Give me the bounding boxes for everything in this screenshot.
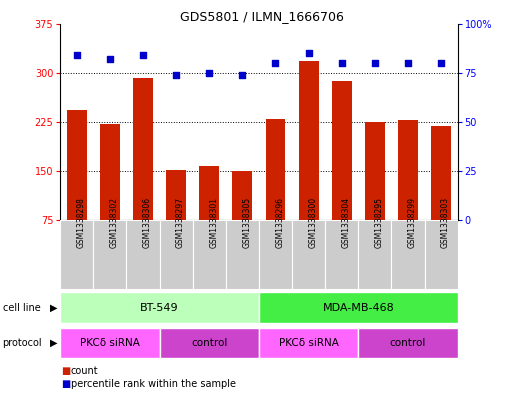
Text: ▶: ▶	[50, 338, 58, 348]
Bar	[100, 124, 120, 220]
Text: ■: ■	[61, 366, 70, 376]
Bar	[160, 327, 259, 358]
Text: GSM1338302: GSM1338302	[110, 196, 119, 248]
Point	[371, 60, 379, 66]
Bar	[60, 220, 93, 289]
Text: percentile rank within the sample: percentile rank within the sample	[71, 379, 235, 389]
Point	[172, 72, 180, 78]
Point	[437, 60, 445, 66]
Bar	[292, 220, 325, 289]
Text: GSM1338297: GSM1338297	[176, 196, 185, 248]
Bar	[332, 81, 351, 220]
Bar	[358, 327, 458, 358]
Bar	[166, 170, 186, 220]
Bar	[226, 220, 259, 289]
Point	[337, 60, 346, 66]
Text: GSM1338295: GSM1338295	[375, 196, 384, 248]
Bar	[127, 220, 160, 289]
Text: cell line: cell line	[3, 303, 40, 312]
Point	[404, 60, 412, 66]
Text: PKCδ siRNA: PKCδ siRNA	[279, 338, 338, 348]
Text: GSM1338301: GSM1338301	[209, 196, 218, 248]
Text: GSM1338299: GSM1338299	[408, 196, 417, 248]
Text: GSM1338306: GSM1338306	[143, 196, 152, 248]
Bar	[299, 61, 319, 220]
Text: GSM1338305: GSM1338305	[242, 196, 252, 248]
Bar	[365, 122, 385, 220]
Point	[304, 50, 313, 56]
Bar	[325, 220, 358, 289]
Text: GSM1338298: GSM1338298	[77, 197, 86, 248]
Text: count: count	[71, 366, 98, 376]
Bar	[431, 127, 451, 220]
Bar	[192, 220, 226, 289]
Point	[271, 60, 280, 66]
Point	[238, 72, 246, 78]
Bar	[259, 220, 292, 289]
Text: control: control	[191, 338, 228, 348]
Bar	[93, 220, 127, 289]
Bar	[60, 327, 160, 358]
Text: GSM1338300: GSM1338300	[309, 196, 317, 248]
Text: GSM1338303: GSM1338303	[441, 196, 450, 248]
Text: ■: ■	[61, 379, 70, 389]
Bar	[266, 119, 286, 220]
Bar	[232, 171, 252, 220]
Bar	[259, 327, 358, 358]
Point	[205, 70, 213, 76]
Text: PKCδ siRNA: PKCδ siRNA	[80, 338, 140, 348]
Bar	[60, 292, 259, 323]
Text: GDS5801 / ILMN_1666706: GDS5801 / ILMN_1666706	[179, 10, 344, 23]
Point	[73, 52, 81, 58]
Bar	[67, 110, 87, 220]
Point	[139, 52, 147, 58]
Bar	[425, 220, 458, 289]
Text: ▶: ▶	[50, 303, 58, 312]
Text: GSM1338296: GSM1338296	[276, 196, 285, 248]
Text: GSM1338304: GSM1338304	[342, 196, 351, 248]
Bar	[358, 220, 391, 289]
Text: control: control	[390, 338, 426, 348]
Point	[106, 56, 114, 62]
Bar	[398, 120, 418, 220]
Bar	[391, 220, 425, 289]
Bar	[259, 292, 458, 323]
Bar	[160, 220, 192, 289]
Text: protocol: protocol	[3, 338, 42, 348]
Bar	[133, 78, 153, 220]
Bar	[199, 166, 219, 220]
Text: MDA-MB-468: MDA-MB-468	[322, 303, 394, 312]
Text: BT-549: BT-549	[140, 303, 179, 312]
